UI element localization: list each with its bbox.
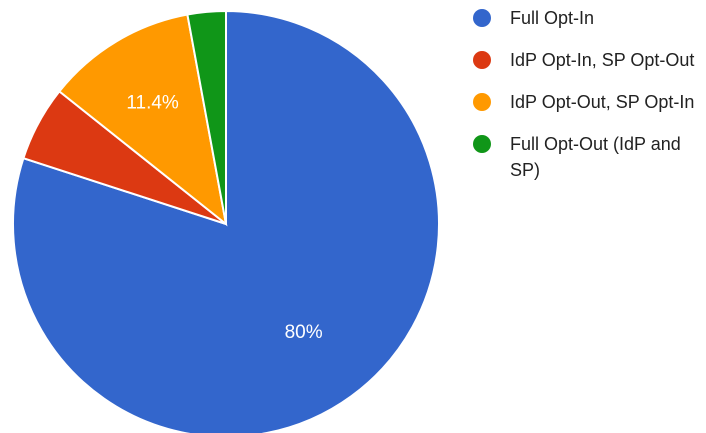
legend: Full Opt-In IdP Opt-In, SP Opt-Out IdP Opt… [473, 5, 698, 199]
legend-label: Full Opt-In [510, 8, 595, 28]
legend-swatch-icon [473, 135, 491, 153]
legend-item-0[interactable]: Full Opt-In [473, 5, 698, 31]
legend-label: Full Opt-Out (IdP and SP) [510, 134, 681, 180]
legend-swatch-icon [473, 93, 491, 111]
legend-swatch-icon [473, 9, 491, 27]
legend-label: IdP Opt-In, SP Opt-Out [510, 50, 695, 70]
legend-item-3[interactable]: Full Opt-Out (IdP and SP) [473, 131, 698, 183]
legend-label: IdP Opt-Out, SP Opt-In [510, 92, 695, 112]
legend-item-1[interactable]: IdP Opt-In, SP Opt-Out [473, 47, 698, 73]
pie-slice-3[interactable] [186, 9, 227, 225]
legend-swatch-icon [473, 51, 491, 69]
slice-value-label-0: 80% [285, 322, 323, 343]
legend-item-2[interactable]: IdP Opt-Out, SP Opt-In [473, 89, 698, 115]
pie-slice-2[interactable] [57, 13, 228, 227]
slice-value-label-2: 11.4% [126, 93, 179, 114]
